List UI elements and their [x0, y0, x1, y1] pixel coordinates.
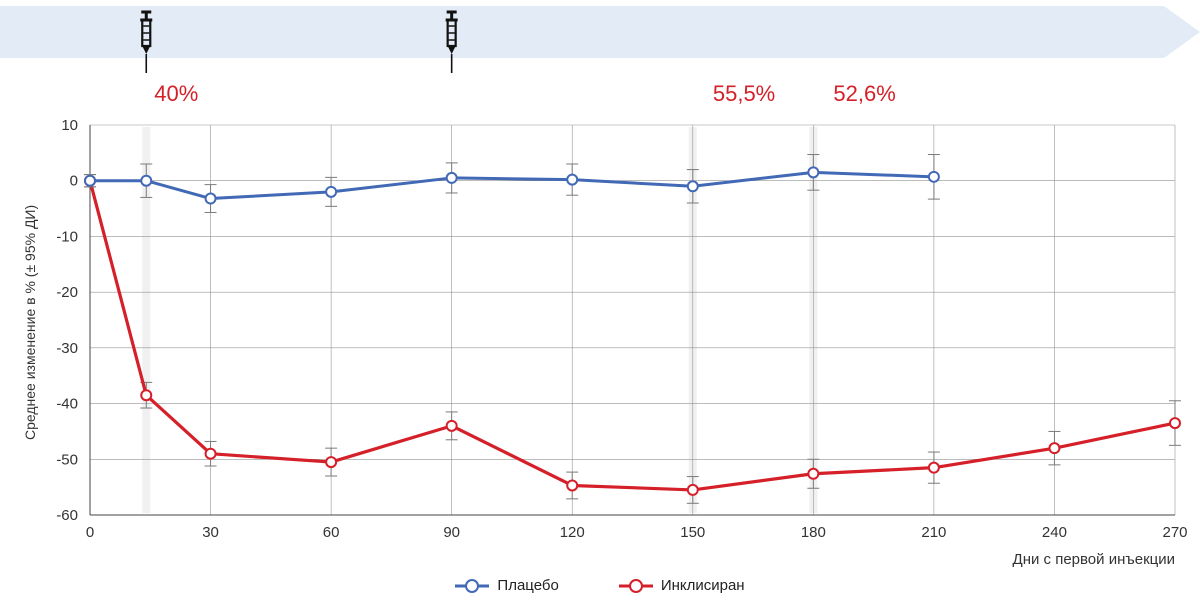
svg-text:-50: -50 [56, 451, 78, 468]
legend-label: Плацебо [497, 577, 558, 594]
svg-text:-10: -10 [56, 228, 78, 245]
legend-swatch [455, 579, 489, 593]
svg-text:-60: -60 [56, 507, 78, 524]
svg-text:90: 90 [443, 524, 460, 541]
svg-text:180: 180 [801, 524, 826, 541]
legend-label: Инклисиран [661, 577, 745, 594]
legend-item-placebo: Плацебо [455, 577, 558, 594]
svg-text:-20: -20 [56, 284, 78, 301]
svg-text:120: 120 [560, 524, 585, 541]
svg-text:150: 150 [680, 524, 705, 541]
legend: Плацебо Инклисиран [0, 577, 1200, 594]
svg-text:30: 30 [202, 524, 219, 541]
line-chart: -60 -50 -40 -30 -20 -10 0 10 0 30 60 90 120 150 180 210… [0, 0, 1200, 560]
y-axis-title: Среднее изменение в % (± 95% ДИ) [22, 205, 38, 440]
legend-item-inclisiran: Инклисиран [619, 577, 745, 594]
legend-swatch [619, 579, 653, 593]
svg-text:240: 240 [1042, 524, 1067, 541]
svg-text:270: 270 [1162, 524, 1187, 541]
chart-stage: 40%55,5%52,6% -60-50-40-30-20-1001003060… [0, 0, 1200, 608]
svg-text:210: 210 [921, 524, 946, 541]
svg-text:10: 10 [61, 117, 78, 134]
svg-text:0: 0 [70, 173, 78, 190]
x-axis-title: Дни с первой инъекции [1013, 551, 1175, 568]
svg-text:60: 60 [323, 524, 340, 541]
svg-text:-40: -40 [56, 396, 78, 413]
svg-text:-30: -30 [56, 340, 78, 357]
svg-text:0: 0 [86, 524, 94, 541]
